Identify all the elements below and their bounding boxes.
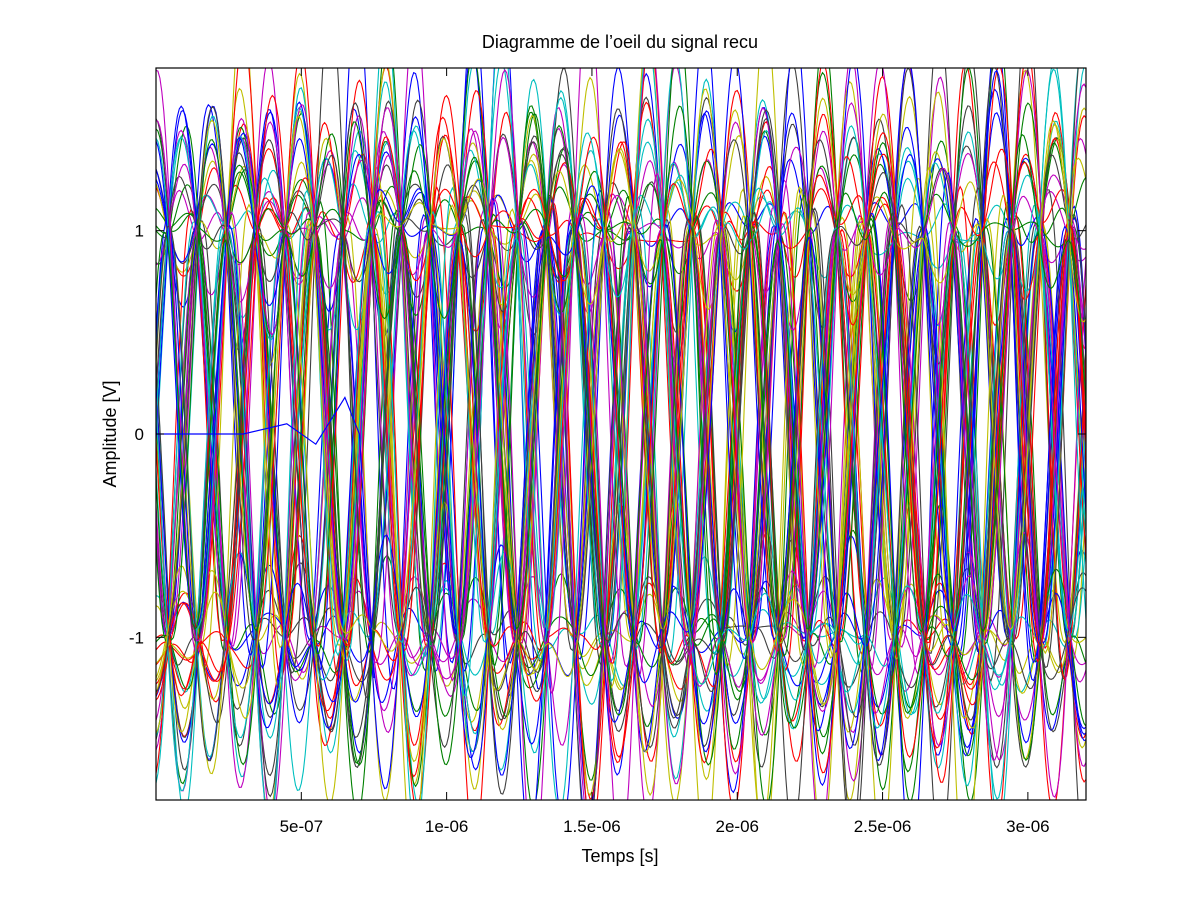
x-tick-label: 5e-07 [280, 817, 323, 836]
signal-trace [156, 68, 1086, 798]
plot-area [156, 68, 1086, 800]
x-tick-label: 1e-06 [425, 817, 468, 836]
signal-trace [156, 88, 1086, 731]
y-axis-ticks: 1 0 -1 [129, 222, 1086, 647]
signal-trace [156, 97, 1086, 800]
y-axis-label: Amplitude [V] [100, 380, 120, 487]
y-tick-label: 1 [135, 222, 144, 241]
signal-trace [156, 71, 1086, 715]
signal-trace [156, 68, 1086, 721]
signal-trace [156, 68, 1086, 800]
signal-traces [156, 68, 1086, 800]
signal-trace-start [156, 396, 375, 679]
signal-trace [156, 107, 1086, 800]
signal-trace [156, 68, 1086, 800]
x-tick-label: 3e-06 [1006, 817, 1049, 836]
signal-trace [156, 132, 1086, 774]
signal-trace [156, 68, 1086, 758]
signal-trace [156, 157, 1086, 800]
signal-trace [156, 68, 1086, 800]
y-tick-label: -1 [129, 628, 144, 647]
y-tick-label: 0 [135, 425, 144, 444]
x-tick-label: 2e-06 [716, 817, 759, 836]
x-tick-label: 1.5e-06 [563, 817, 621, 836]
signal-trace [156, 68, 1079, 800]
x-axis-label: Temps [s] [581, 846, 658, 866]
signal-trace [156, 68, 1086, 766]
signal-trace [156, 68, 1086, 800]
signal-trace [156, 121, 1086, 716]
x-axis-ticks: 5e-07 1e-06 1.5e-06 2e-06 2.5e-06 3e-06 [280, 68, 1050, 836]
signal-trace [156, 68, 1079, 800]
x-tick-label: 2.5e-06 [854, 817, 912, 836]
chart-title: Diagramme de l’oeil du signal recu [482, 32, 758, 52]
